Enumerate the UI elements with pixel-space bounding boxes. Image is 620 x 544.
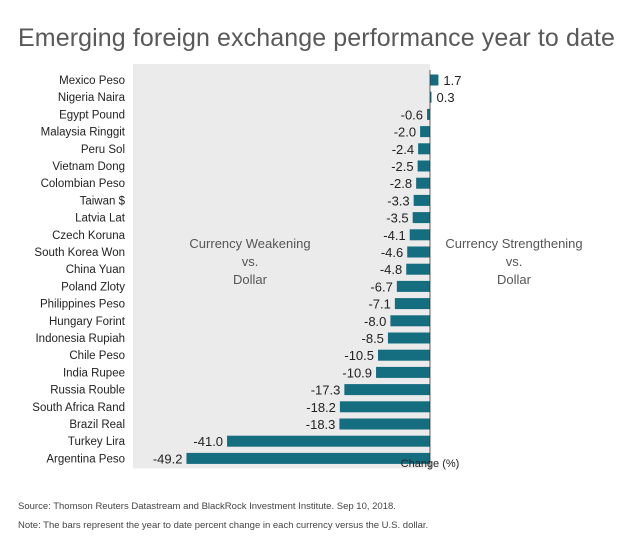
value-label-south-korea-won: -4.6 — [381, 245, 403, 260]
value-label-peru-sol: -2.4 — [392, 142, 414, 157]
bar-malaysia-ringgit — [420, 126, 430, 138]
strengthening-annotation-line-3: Dollar — [497, 272, 532, 287]
weakening-annotation-line-3: Dollar — [233, 272, 268, 287]
bar-mexico-peso — [430, 74, 439, 86]
category-label-czech-koruna: Czech Koruna — [52, 230, 125, 242]
category-label-vietnam-dong: Vietnam Dong — [52, 161, 125, 173]
bar-indonesia-rupiah — [387, 332, 430, 344]
bar-china-yuan — [406, 263, 430, 275]
value-label-malaysia-ringgit: -2.0 — [394, 125, 416, 140]
bar-czech-koruna — [409, 229, 430, 241]
value-label-nigeria-naira: 0.3 — [436, 90, 454, 105]
value-label-china-yuan: -4.8 — [380, 262, 402, 277]
bar-south-korea-won — [407, 246, 430, 258]
category-label-latvia-lat: Latvia Lat — [75, 213, 126, 225]
category-label-south-africa-rand: South Africa Rand — [32, 402, 125, 414]
bar-philippines-peso — [394, 298, 430, 310]
weakening-annotation-line-2: vs. — [242, 254, 259, 269]
chart-title: Emerging foreign exchange performance ye… — [18, 24, 616, 52]
category-label-nigeria-naira: Nigeria Naira — [58, 92, 126, 104]
bar-poland-zloty — [396, 280, 430, 292]
category-label-egypt-pound: Egypt Pound — [59, 109, 125, 121]
category-label-peru-sol: Peru Sol — [81, 144, 125, 156]
bar-vietnam-dong — [417, 160, 430, 172]
value-label-indonesia-rupiah: -8.5 — [362, 331, 384, 346]
value-label-poland-zloty: -6.7 — [370, 279, 392, 294]
bar-chile-peso — [378, 349, 430, 361]
category-label-china-yuan: China Yuan — [66, 264, 125, 276]
bar-argentina-peso — [186, 452, 430, 464]
bar-nigeria-naira — [430, 91, 432, 103]
category-label-mexico-peso: Mexico Peso — [59, 75, 125, 87]
bar-group — [186, 74, 439, 464]
bar-peru-sol — [418, 143, 430, 155]
bar-taiwan — [413, 194, 430, 206]
category-label-turkey-lira: Turkey Lira — [68, 436, 126, 448]
strengthening-annotation-line-2: vs. — [506, 254, 523, 269]
value-labels: 1.7 0.3 -0.6 -2.0 -2.4 -2.5 -2.8 -3.3 -3.5 -4.1 -4… — [153, 73, 462, 466]
bar-latvia-lat — [412, 212, 430, 224]
category-label-brazil-real: Brazil Real — [69, 419, 125, 431]
value-label-hungary-forint: -8.0 — [364, 314, 386, 329]
bar-russia-rouble — [344, 384, 430, 396]
category-label-argentina-peso: Argentina Peso — [46, 453, 125, 465]
category-label-malaysia-ringgit: Malaysia Ringgit — [41, 127, 126, 139]
bar-colombian-peso — [416, 177, 430, 189]
category-label-indonesia-rupiah: Indonesia Rupiah — [35, 333, 125, 345]
weakening-annotation-line-1: Currency Weakening — [189, 236, 310, 251]
category-label-india-rupee: India Rupee — [63, 367, 125, 379]
bar-brazil-real — [339, 418, 430, 430]
value-label-philippines-peso: -7.1 — [368, 297, 390, 312]
footnote: Note: The bars represent the year to dat… — [18, 520, 429, 531]
weakening-region-shade — [133, 64, 430, 469]
source-note: Source: Thomson Reuters Datastream and B… — [18, 501, 396, 512]
category-label-russia-rouble: Russia Rouble — [50, 385, 125, 397]
value-label-egypt-pound: -0.6 — [401, 107, 423, 122]
category-label-taiwan: Taiwan $ — [80, 195, 126, 207]
category-label-colombian-peso: Colombian Peso — [41, 178, 125, 190]
value-label-russia-rouble: -17.3 — [311, 383, 341, 398]
bar-india-rupee — [376, 366, 430, 378]
category-label-chile-peso: Chile Peso — [69, 350, 125, 362]
bar-hungary-forint — [390, 315, 430, 327]
value-label-south-africa-rand: -18.2 — [306, 400, 336, 415]
value-label-mexico-peso: 1.7 — [443, 73, 461, 88]
value-label-taiwan: -3.3 — [387, 193, 409, 208]
x-axis-title: Change (%) — [401, 458, 460, 470]
value-label-vietnam-dong: -2.5 — [391, 159, 413, 174]
value-label-colombian-peso: -2.8 — [390, 176, 412, 191]
category-label-hungary-forint: Hungary Forint — [49, 316, 126, 328]
category-label-philippines-peso: Philippines Peso — [40, 299, 125, 311]
value-label-czech-koruna: -4.1 — [383, 228, 405, 243]
bar-turkey-lira — [227, 435, 430, 447]
category-label-south-korea-won: South Korea Won — [34, 247, 125, 259]
category-label-poland-zloty: Poland Zloty — [61, 281, 125, 293]
bar-chart: Mexico Peso Nigeria Naira Egypt Pound Malay… — [32, 64, 583, 470]
bar-south-africa-rand — [339, 401, 430, 413]
value-label-brazil-real: -18.3 — [306, 417, 336, 432]
value-label-argentina-peso: -49.2 — [153, 451, 183, 466]
bar-egypt-pound — [427, 108, 430, 120]
strengthening-annotation-line-1: Currency Strengthening — [445, 236, 582, 251]
value-label-india-rupee: -10.9 — [342, 365, 372, 380]
category-labels: Mexico Peso Nigeria Naira Egypt Pound Malay… — [32, 75, 126, 465]
value-label-latvia-lat: -3.5 — [386, 211, 408, 226]
value-label-turkey-lira: -41.0 — [193, 434, 223, 449]
value-label-chile-peso: -10.5 — [344, 348, 374, 363]
